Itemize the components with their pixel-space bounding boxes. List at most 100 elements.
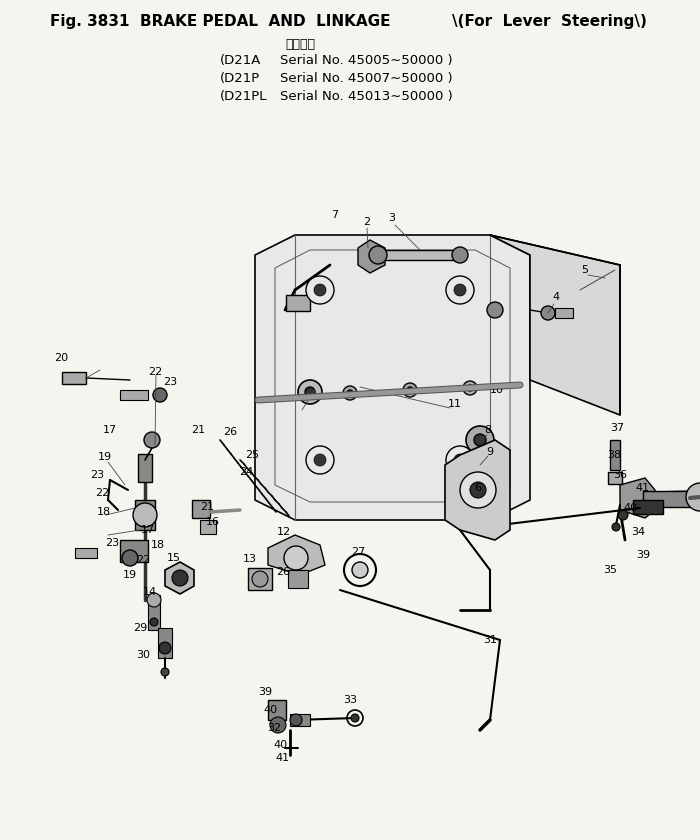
Circle shape [314, 284, 326, 296]
Bar [608, 472, 622, 484]
Circle shape [314, 454, 326, 466]
Circle shape [454, 284, 466, 296]
Bar [138, 454, 152, 482]
Circle shape [474, 434, 486, 446]
Circle shape [343, 386, 357, 400]
Text: 31: 31 [483, 635, 497, 645]
Text: 24: 24 [239, 467, 253, 477]
Text: 27: 27 [351, 547, 365, 557]
Bar [75, 548, 97, 558]
Circle shape [144, 432, 160, 448]
Bar [288, 570, 308, 588]
Text: 21: 21 [200, 502, 214, 512]
Text: 26: 26 [276, 567, 290, 577]
Polygon shape [268, 535, 325, 575]
Text: 8: 8 [484, 425, 491, 435]
Text: 35: 35 [603, 565, 617, 575]
Bar [555, 308, 573, 318]
Text: 22: 22 [136, 555, 150, 565]
Circle shape [306, 446, 334, 474]
Circle shape [270, 717, 286, 733]
Circle shape [298, 380, 322, 404]
Polygon shape [165, 562, 194, 594]
Text: (D21PL: (D21PL [220, 90, 267, 103]
Text: 32: 32 [267, 723, 281, 733]
Text: 14: 14 [143, 587, 157, 597]
Circle shape [612, 523, 620, 531]
Text: 34: 34 [631, 527, 645, 537]
Text: 18: 18 [151, 540, 165, 550]
Text: 7: 7 [331, 210, 339, 220]
Text: Serial No. 45007∼50000 ): Serial No. 45007∼50000 ) [280, 72, 453, 85]
Circle shape [407, 387, 413, 393]
Text: 17: 17 [103, 425, 117, 435]
Text: \(For  Lever  Steering\): \(For Lever Steering\) [452, 14, 647, 29]
Text: (D21P: (D21P [220, 72, 260, 85]
Text: 12: 12 [277, 527, 291, 537]
Text: 23: 23 [105, 538, 119, 548]
Bar [268, 700, 286, 720]
Circle shape [618, 510, 628, 520]
Circle shape [159, 642, 171, 654]
Bar [286, 295, 310, 311]
Circle shape [460, 472, 496, 508]
Text: 23: 23 [163, 377, 177, 387]
Bar [192, 500, 210, 518]
Circle shape [352, 562, 368, 578]
Text: 40: 40 [263, 705, 277, 715]
Text: 4: 4 [552, 292, 559, 302]
Circle shape [452, 247, 468, 263]
Bar [135, 500, 155, 530]
Text: 23: 23 [90, 470, 104, 480]
Circle shape [477, 457, 493, 473]
Text: 15: 15 [167, 553, 181, 563]
Text: 41: 41 [636, 483, 650, 493]
Text: 19: 19 [98, 452, 112, 462]
Polygon shape [255, 235, 530, 520]
Text: 17: 17 [141, 525, 155, 535]
Bar [62, 372, 86, 384]
Text: 10: 10 [490, 385, 504, 395]
Circle shape [403, 383, 417, 397]
Bar [633, 500, 663, 514]
Text: 39: 39 [258, 687, 272, 697]
Circle shape [252, 571, 268, 587]
Text: 26: 26 [223, 427, 237, 437]
Text: 適用号機: 適用号機 [285, 38, 315, 51]
Circle shape [347, 390, 353, 396]
Bar [120, 390, 148, 400]
Text: 40: 40 [274, 740, 288, 750]
Circle shape [133, 503, 157, 527]
Text: 19: 19 [123, 570, 137, 580]
Text: 13: 13 [243, 554, 257, 564]
Text: 16: 16 [206, 517, 220, 527]
Text: 41: 41 [276, 753, 290, 763]
Text: (D21A: (D21A [220, 54, 261, 67]
Circle shape [467, 385, 473, 391]
Polygon shape [620, 478, 655, 518]
Circle shape [351, 714, 359, 722]
Circle shape [369, 246, 387, 264]
Text: Serial No. 45013∼50000 ): Serial No. 45013∼50000 ) [280, 90, 453, 103]
Polygon shape [490, 235, 620, 415]
Circle shape [172, 570, 188, 586]
Text: 38: 38 [607, 450, 621, 460]
Text: 22: 22 [148, 367, 162, 377]
Text: 5: 5 [582, 265, 589, 275]
Text: 9: 9 [486, 447, 493, 457]
Circle shape [150, 618, 158, 626]
Circle shape [161, 668, 169, 676]
Bar [158, 628, 172, 658]
Text: 40: 40 [623, 503, 637, 513]
Bar [378, 250, 460, 260]
Text: 3: 3 [389, 213, 396, 223]
Bar [643, 491, 700, 507]
Circle shape [466, 426, 494, 454]
Text: 30: 30 [136, 650, 150, 660]
Circle shape [470, 482, 486, 498]
Circle shape [147, 593, 161, 607]
Text: 18: 18 [97, 507, 111, 517]
Text: Serial No. 45005∼50000 ): Serial No. 45005∼50000 ) [280, 54, 453, 67]
Text: 22: 22 [95, 488, 109, 498]
Text: 33: 33 [343, 695, 357, 705]
